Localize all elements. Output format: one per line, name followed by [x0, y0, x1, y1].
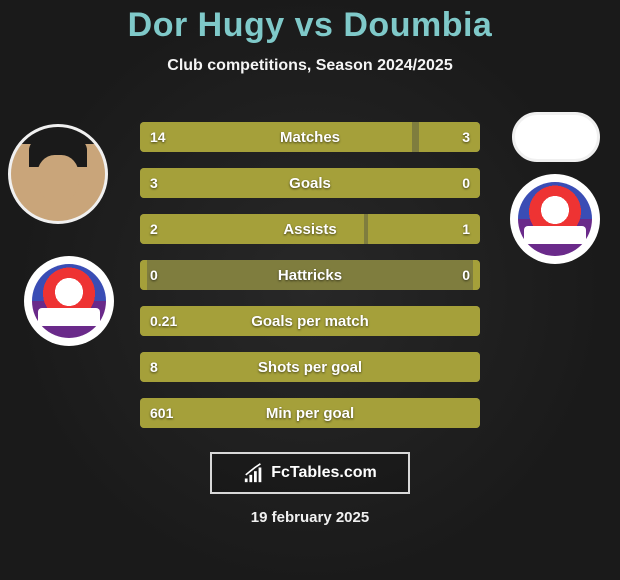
- stat-value-right: 3: [462, 122, 470, 152]
- subtitle: Club competitions, Season 2024/2025: [0, 57, 620, 75]
- player1-photo: [8, 124, 108, 224]
- stat-value-right: 0: [462, 168, 470, 198]
- stat-label: Goals per match: [140, 306, 480, 336]
- stat-row: Min per goal601: [140, 398, 480, 428]
- page-title: Dor Hugy vs Doumbia: [0, 6, 620, 45]
- stat-label: Matches: [140, 122, 480, 152]
- stat-label: Min per goal: [140, 398, 480, 428]
- stat-row: Matches14 3: [140, 122, 480, 152]
- stat-value-left: 8: [150, 352, 158, 382]
- stat-value-left: 0.21: [150, 306, 177, 336]
- stat-value-left: 0: [150, 260, 158, 290]
- brand-text: FcTables.com: [271, 464, 377, 482]
- stat-row: Hattricks0 0: [140, 260, 480, 290]
- stat-value-left: 14: [150, 122, 166, 152]
- player2-photo: [512, 112, 600, 162]
- stat-label: Shots per goal: [140, 352, 480, 382]
- date-text: 19 february 2025: [0, 509, 620, 526]
- stat-row: Shots per goal8: [140, 352, 480, 382]
- stat-value-right: 1: [462, 214, 470, 244]
- stat-value-left: 601: [150, 398, 173, 428]
- stats-bars: Matches143Goals30Assists21Hattricks00Goa…: [140, 122, 480, 444]
- stat-row: Goals3 0: [140, 168, 480, 198]
- stat-value-left: 3: [150, 168, 158, 198]
- stat-row: Assists2 1: [140, 214, 480, 244]
- stat-label: Hattricks: [140, 260, 480, 290]
- brand-icon: [243, 462, 265, 484]
- stat-label: Assists: [140, 214, 480, 244]
- brand-box: FcTables.com: [210, 452, 410, 494]
- stat-value-left: 2: [150, 214, 158, 244]
- stat-label: Goals: [140, 168, 480, 198]
- stat-value-right: 0: [462, 260, 470, 290]
- player1-club-logo: [24, 256, 114, 346]
- player2-club-logo: [510, 174, 600, 264]
- stat-row: Goals per match0.21: [140, 306, 480, 336]
